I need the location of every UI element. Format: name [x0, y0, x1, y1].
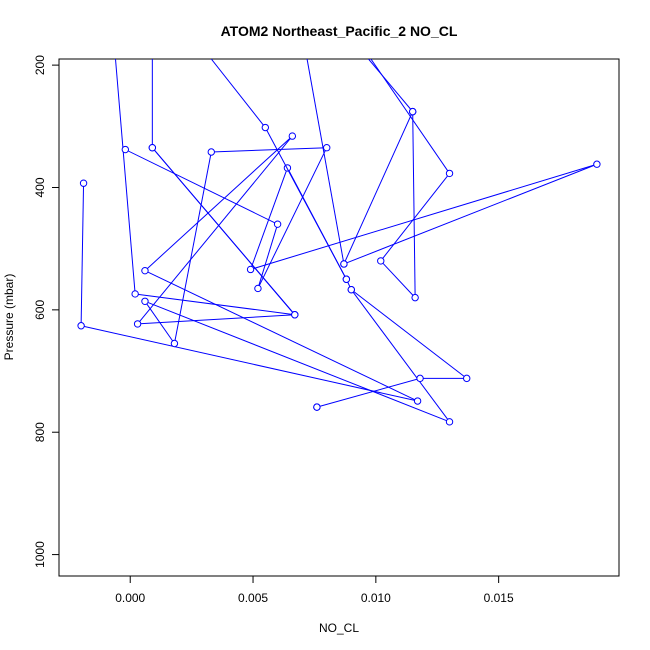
series-segment: [135, 293, 295, 316]
data-point: [133, 320, 142, 328]
x-tick-label: 0.015: [484, 591, 514, 605]
data-point: [141, 297, 149, 305]
series-segment: [80, 183, 85, 326]
y-tick-label: 200: [33, 55, 47, 75]
series-segment: [173, 151, 212, 344]
series-segment: [211, 147, 327, 153]
series-segment: [250, 167, 288, 270]
series-segment: [144, 300, 450, 423]
series-segment: [412, 111, 416, 298]
series-segment: [350, 289, 468, 379]
series-segment: [144, 270, 418, 402]
data-point: [141, 266, 149, 275]
y-axis: 200 400 600 800 1000: [33, 55, 59, 568]
y-tick-label: 400: [33, 177, 47, 197]
data-point: [254, 284, 262, 293]
data-point: [413, 397, 422, 405]
x-tick-label: 0.010: [361, 591, 391, 605]
x-axis-label: NO_CL: [319, 621, 359, 635]
series-segment: [343, 111, 414, 265]
series-segment: [257, 147, 328, 289]
data-point: [261, 123, 270, 132]
x-tick-label: 0.000: [115, 591, 145, 605]
data-point: [79, 179, 88, 187]
data-point: [593, 160, 601, 168]
series-segment: [80, 325, 418, 402]
series-segment: [306, 59, 345, 265]
data-point: [291, 311, 299, 319]
data-point: [77, 322, 85, 330]
data-point: [121, 145, 130, 154]
series-segment: [210, 59, 266, 128]
data-point: [347, 285, 355, 294]
data-point: [445, 169, 454, 178]
data-point: [463, 374, 471, 383]
data-point: [313, 403, 321, 411]
series-segment: [350, 289, 450, 423]
series-segment: [380, 260, 416, 298]
data-point: [288, 132, 297, 140]
data-point: [273, 220, 282, 228]
data-point: [207, 148, 215, 156]
data-point: [170, 339, 179, 348]
series-segment: [316, 377, 421, 408]
series-segment: [137, 135, 293, 325]
data-point: [416, 374, 424, 383]
series-segment: [257, 224, 279, 289]
data-point: [377, 257, 385, 265]
data-point: [148, 144, 157, 152]
y-tick-label: 600: [33, 300, 47, 320]
series-segment: [368, 59, 414, 112]
series-segment: [137, 314, 295, 325]
plot-frame: [58, 58, 620, 577]
series-segment: [264, 127, 347, 280]
data-point: [340, 260, 348, 268]
series-segment: [114, 59, 136, 294]
series-segment: [125, 149, 278, 225]
series-segment: [250, 163, 598, 270]
chart-title: ATOM2 Northeast_Pacific_2 NO_CL: [221, 23, 458, 39]
series-segment: [343, 163, 598, 265]
x-axis: 0.000 0.005 0.010 0.015: [115, 576, 514, 605]
data-point: [445, 418, 454, 426]
data-point: [246, 265, 255, 274]
data-point: [408, 107, 417, 116]
series-layer: [77, 59, 601, 426]
y-tick-label: 1000: [33, 541, 47, 568]
series-segment: [144, 301, 175, 344]
x-tick-label: 0.005: [238, 591, 268, 605]
series-segment: [144, 135, 293, 272]
data-point: [411, 293, 419, 302]
data-point: [131, 290, 139, 298]
data-point: [323, 144, 331, 152]
series-segment: [380, 173, 450, 262]
series-segment: [151, 147, 296, 316]
data-point: [342, 275, 351, 283]
y-tick-label: 800: [33, 422, 47, 442]
y-axis-label: Pressure (mbar): [2, 274, 16, 361]
